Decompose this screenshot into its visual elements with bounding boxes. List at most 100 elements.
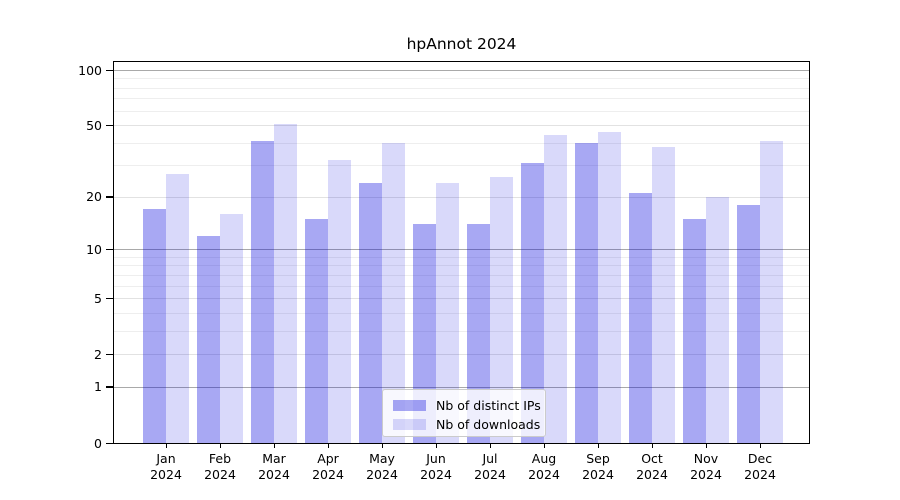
gridline-y-2 bbox=[114, 354, 809, 356]
y-tick-mark-100 bbox=[106, 69, 113, 71]
y-tick-label-1: 1 bbox=[94, 379, 102, 395]
bar-downloads-dec bbox=[760, 140, 783, 443]
x-tick-mark-mar bbox=[273, 444, 275, 448]
legend-item-distinct-ips: Nb of distinct IPs bbox=[393, 396, 541, 415]
gridline-y-20 bbox=[114, 196, 809, 198]
gridline-minor-y-4 bbox=[114, 312, 809, 314]
legend-label-distinct-ips: Nb of distinct IPs bbox=[436, 398, 541, 413]
chart-title: hpAnnot 2024 bbox=[406, 35, 517, 53]
bar-distinct-ips-apr bbox=[305, 218, 328, 443]
x-tick-label-aug: Aug 2024 bbox=[512, 451, 576, 483]
y-tick-label-100: 100 bbox=[78, 62, 102, 78]
gridline-minor-y-40 bbox=[114, 142, 809, 144]
bar-downloads-jan bbox=[166, 173, 189, 443]
bar-distinct-ips-may bbox=[359, 182, 382, 443]
y-tick-mark-50 bbox=[106, 124, 113, 126]
x-tick-year: 2024 bbox=[582, 467, 614, 482]
y-tick-label-5: 5 bbox=[94, 290, 102, 306]
x-tick-year: 2024 bbox=[690, 467, 722, 482]
bar-downloads-aug bbox=[544, 135, 567, 443]
x-tick-month: Jul bbox=[482, 451, 498, 466]
x-tick-mark-jun bbox=[435, 444, 437, 448]
y-tick-label-0: 0 bbox=[94, 435, 102, 451]
x-tick-year: 2024 bbox=[420, 467, 452, 482]
x-tick-year: 2024 bbox=[744, 467, 776, 482]
x-tick-month: Jan bbox=[156, 451, 176, 466]
gridline-minor-y-30 bbox=[114, 165, 809, 167]
bar-downloads-apr bbox=[328, 160, 351, 443]
x-tick-month: Feb bbox=[208, 451, 232, 466]
bar-distinct-ips-oct bbox=[629, 193, 652, 443]
bar-distinct-ips-mar bbox=[251, 140, 274, 443]
bar-downloads-may bbox=[382, 142, 405, 443]
x-tick-label-jul: Jul 2024 bbox=[458, 451, 522, 483]
bar-distinct-ips-feb bbox=[197, 235, 220, 443]
gridline-minor-y-60 bbox=[114, 110, 809, 112]
bar-distinct-ips-nov bbox=[683, 218, 706, 443]
y-tick-label-50: 50 bbox=[86, 117, 102, 133]
x-tick-mark-nov bbox=[705, 444, 707, 448]
x-tick-year: 2024 bbox=[150, 467, 182, 482]
x-tick-label-jan: Jan 2024 bbox=[134, 451, 198, 483]
legend-swatch-distinct-ips bbox=[393, 400, 426, 411]
y-tick-mark-1 bbox=[106, 386, 113, 388]
x-tick-month: Sep bbox=[586, 451, 610, 466]
y-tick-label-20: 20 bbox=[86, 189, 102, 205]
gridline-minor-y-9 bbox=[114, 256, 809, 258]
x-tick-month: Oct bbox=[641, 451, 663, 466]
gridline-minor-y-7 bbox=[114, 274, 809, 276]
x-tick-mark-apr bbox=[327, 444, 329, 448]
legend-swatch-downloads bbox=[393, 419, 426, 430]
x-tick-month: Aug bbox=[531, 451, 557, 466]
gridline-y-50 bbox=[114, 125, 809, 127]
x-tick-year: 2024 bbox=[366, 467, 398, 482]
x-tick-label-may: May 2024 bbox=[350, 451, 414, 483]
gridline-y-100 bbox=[114, 70, 809, 71]
x-tick-month: Dec bbox=[747, 451, 773, 466]
bar-distinct-ips-dec bbox=[737, 205, 760, 443]
x-tick-label-oct: Oct 2024 bbox=[620, 451, 684, 483]
x-tick-mark-jan bbox=[165, 444, 167, 448]
x-tick-label-feb: Feb 2024 bbox=[188, 451, 252, 483]
bar-distinct-ips-jan bbox=[143, 209, 166, 443]
gridline-minor-y-6 bbox=[114, 285, 809, 287]
plot-area bbox=[113, 61, 810, 444]
legend-label-downloads: Nb of downloads bbox=[436, 417, 541, 432]
x-tick-mark-sep bbox=[597, 444, 599, 448]
x-tick-mark-aug bbox=[543, 444, 545, 448]
gridline-y-10 bbox=[114, 249, 809, 251]
gridline-y-1 bbox=[114, 386, 809, 388]
y-tick-mark-5 bbox=[106, 297, 113, 299]
x-tick-month: Jun bbox=[426, 451, 446, 466]
grid-layer bbox=[114, 62, 809, 443]
x-tick-year: 2024 bbox=[312, 467, 344, 482]
bar-downloads-jul bbox=[490, 176, 513, 443]
x-tick-month: May bbox=[369, 451, 395, 466]
x-tick-year: 2024 bbox=[258, 467, 290, 482]
x-tick-month: Nov bbox=[693, 451, 719, 466]
legend: Nb of distinct IPs Nb of downloads bbox=[382, 389, 546, 437]
gridline-y-5 bbox=[114, 298, 809, 300]
bar-distinct-ips-aug bbox=[521, 162, 544, 443]
x-tick-year: 2024 bbox=[528, 467, 560, 482]
x-tick-label-apr: Apr 2024 bbox=[296, 451, 360, 483]
y-tick-mark-20 bbox=[106, 196, 113, 198]
bars-layer bbox=[114, 62, 809, 443]
bar-downloads-nov bbox=[706, 196, 729, 443]
x-tick-month: Mar bbox=[262, 451, 286, 466]
bar-downloads-sep bbox=[598, 131, 621, 443]
gridline-minor-y-90 bbox=[114, 78, 809, 80]
x-tick-mark-oct bbox=[651, 444, 653, 448]
bar-downloads-feb bbox=[220, 214, 243, 443]
x-tick-mark-may bbox=[381, 444, 383, 448]
x-tick-label-nov: Nov 2024 bbox=[674, 451, 738, 483]
x-tick-mark-jul bbox=[489, 444, 491, 448]
x-tick-label-dec: Dec 2024 bbox=[728, 451, 792, 483]
x-tick-month: Apr bbox=[317, 451, 339, 466]
gridline-minor-y-8 bbox=[114, 265, 809, 267]
y-tick-label-2: 2 bbox=[94, 346, 102, 362]
gridline-minor-y-70 bbox=[114, 98, 809, 100]
legend-item-downloads: Nb of downloads bbox=[393, 415, 541, 434]
y-tick-mark-2 bbox=[106, 353, 113, 355]
